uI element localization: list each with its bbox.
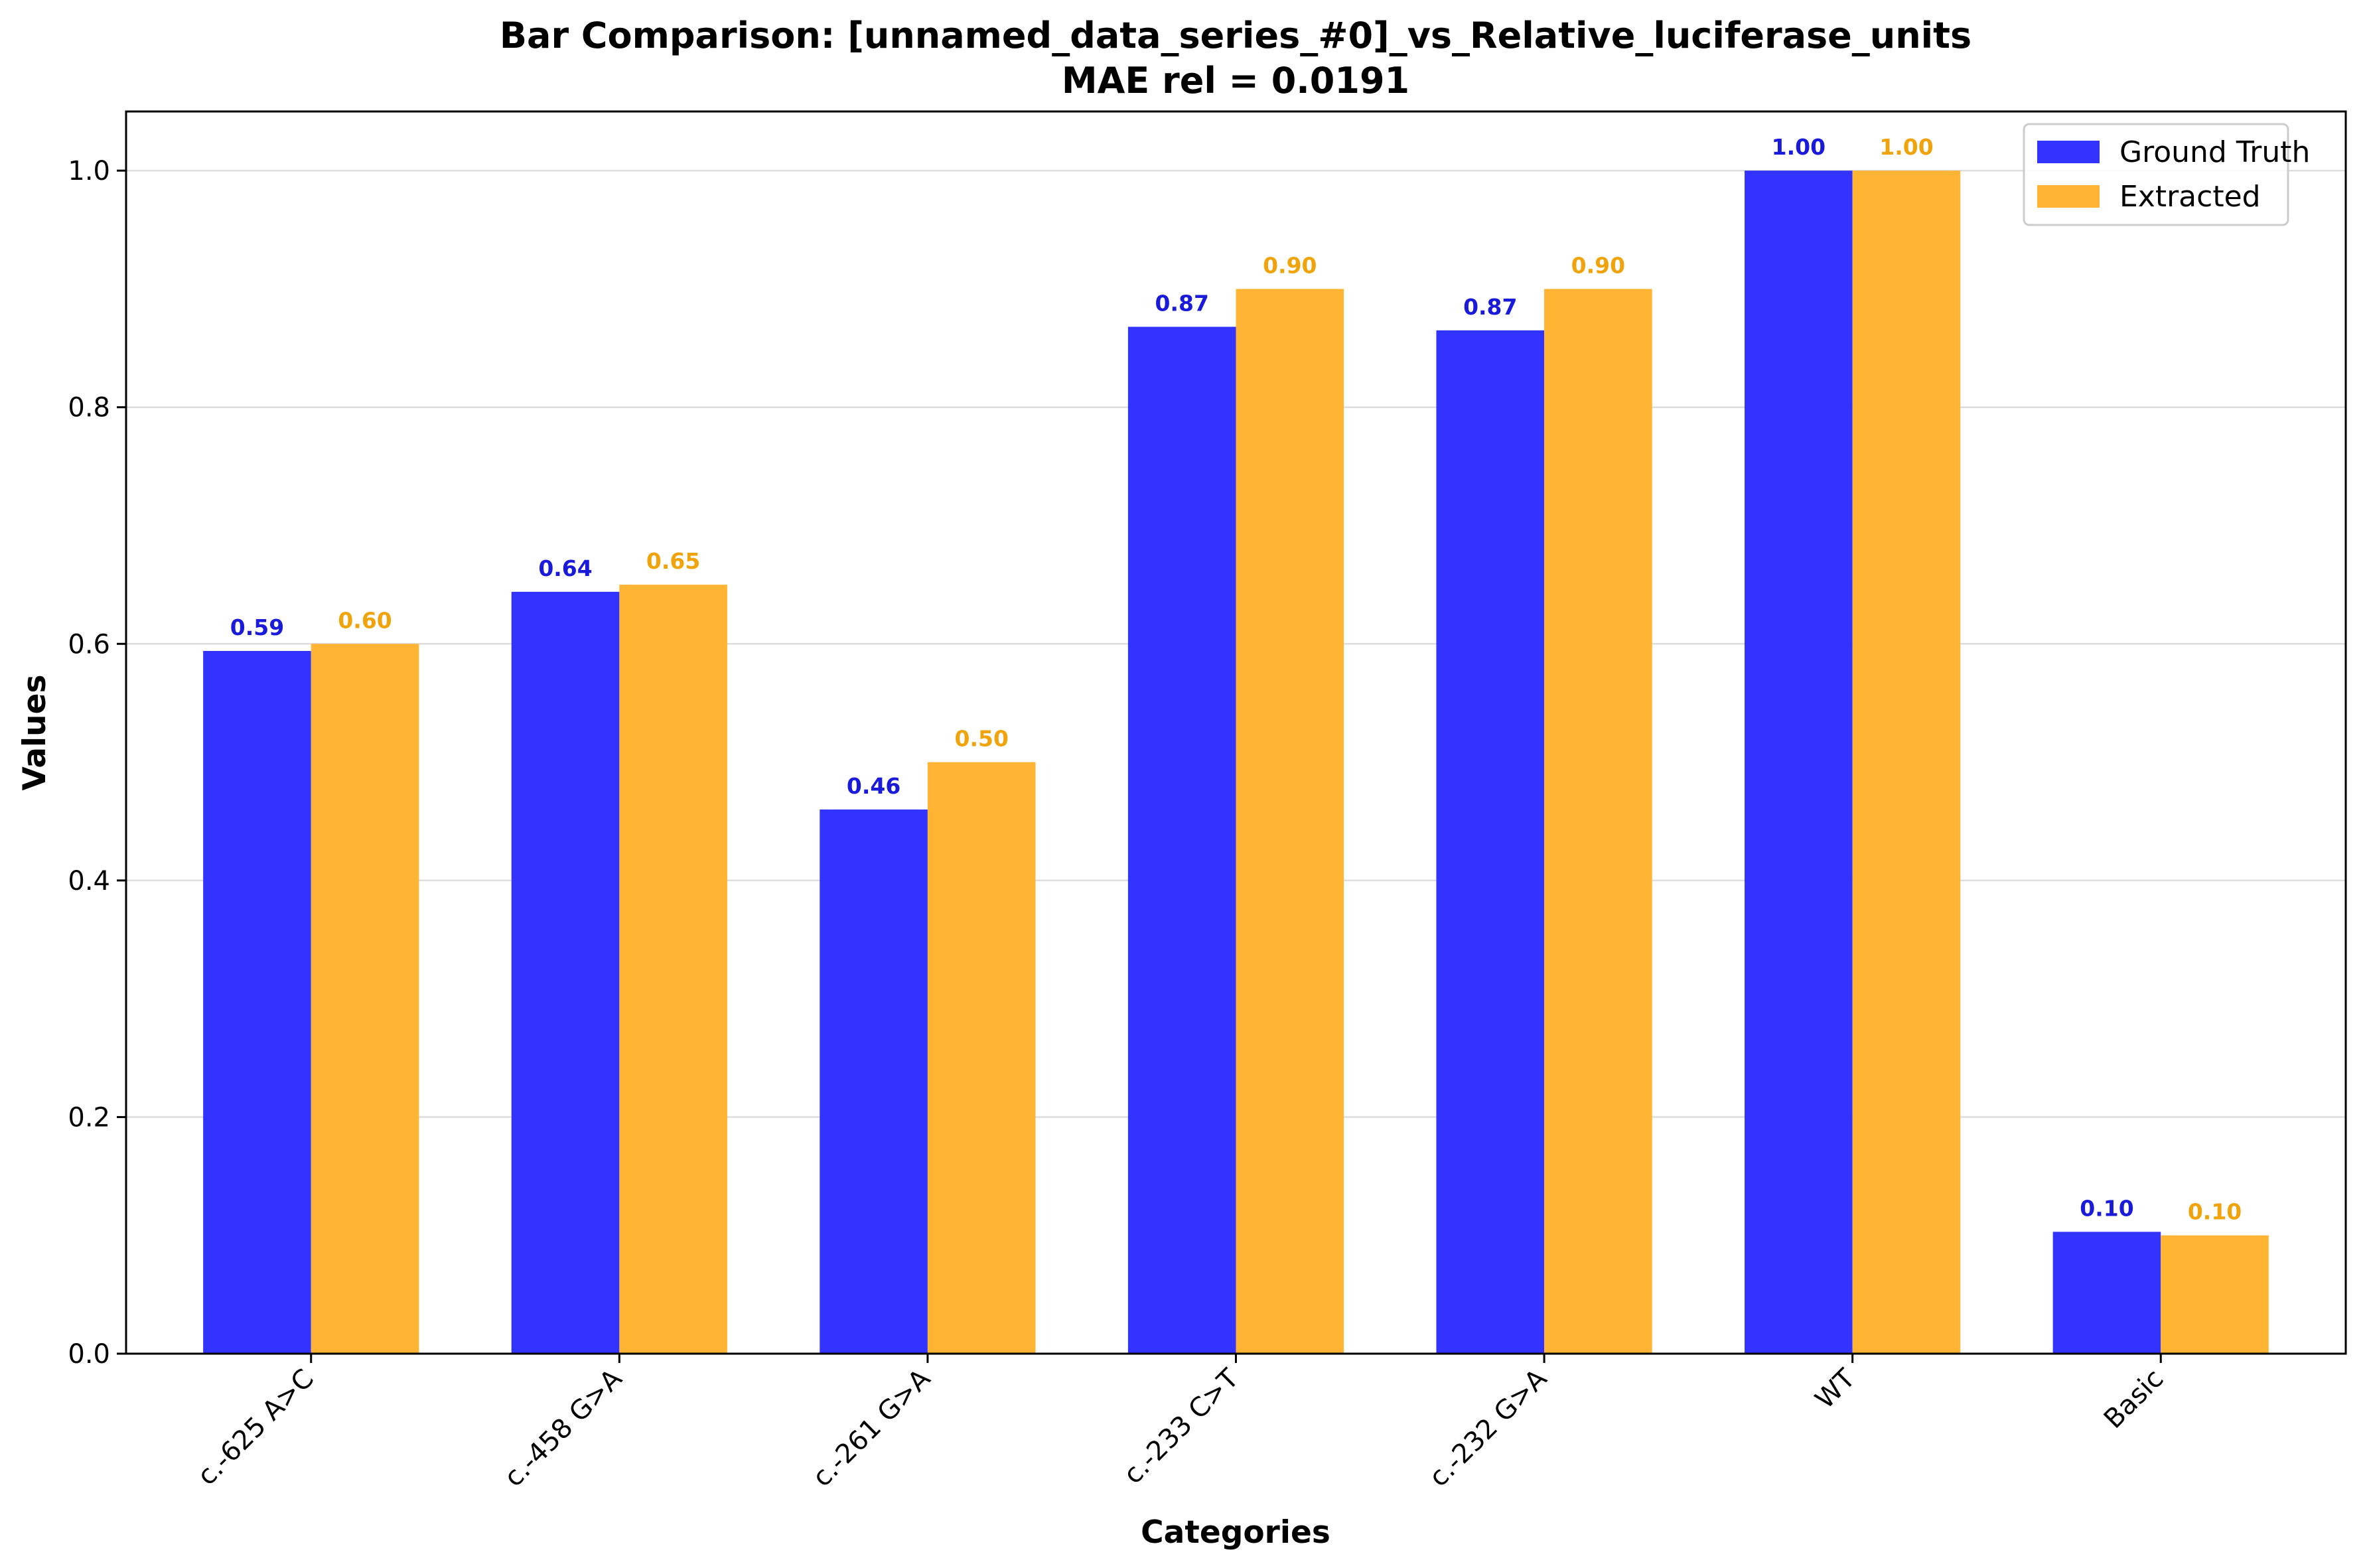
bar-value-label-ground-truth: 0.64: [538, 555, 592, 581]
bar-ground-truth-c-232-g-a: [1436, 330, 1545, 1354]
bar-value-label-extracted: 1.00: [1879, 134, 1933, 160]
bar-ground-truth-c-458-g-a: [511, 591, 620, 1354]
bar-extracted-c-232-g-a: [1544, 289, 1652, 1354]
y-tick-label: 0.6: [68, 629, 110, 660]
bar-value-label-extracted: 0.90: [1571, 252, 1625, 278]
bar-extracted-c-233-c-t: [1236, 289, 1344, 1354]
bar-value-label-ground-truth: 0.59: [230, 614, 284, 640]
bar-ground-truth-c-625-a-c: [203, 650, 311, 1354]
y-axis-ticks: 0.0 0.2 0.4 0.6 0.8 1.0: [68, 156, 126, 1370]
bar-value-label-extracted: 0.90: [1263, 252, 1317, 278]
legend-swatch-extracted: [2037, 185, 2100, 208]
bar-value-label-ground-truth: 0.10: [2080, 1195, 2133, 1221]
y-tick-label: 0.2: [68, 1102, 110, 1133]
bar-value-label-extracted: 0.10: [2188, 1199, 2242, 1225]
bar-ground-truth-c-233-c-t: [1127, 326, 1236, 1354]
y-axis-label: Values: [17, 675, 53, 791]
y-tick-label: 0.8: [68, 393, 110, 423]
chart-title: Bar Comparison: [unnamed_data_series_#0]…: [500, 15, 1971, 56]
bar-extracted-c-261-g-a: [927, 762, 1036, 1354]
bar-extracted-basic: [2161, 1235, 2269, 1354]
bar-extracted-c-625-a-c: [311, 644, 419, 1354]
y-tick-label: 0.4: [68, 866, 110, 896]
bars: [203, 171, 2269, 1354]
bar-ground-truth-c-261-g-a: [820, 809, 928, 1354]
bar-ground-truth-basic: [2052, 1232, 2161, 1354]
legend: Ground Truth Extracted: [2023, 123, 2310, 226]
chart-subtitle: MAE rel = 0.0191: [1062, 60, 1409, 102]
bar-value-label-ground-truth: 0.46: [847, 773, 900, 799]
bar-extracted-wt: [1852, 171, 1961, 1354]
bar-value-label-extracted: 0.65: [646, 548, 700, 574]
bar-value-label-ground-truth: 1.00: [1772, 134, 1826, 160]
y-tick-label: 0.0: [68, 1339, 110, 1370]
legend-label-ground-truth: Ground Truth: [2119, 135, 2310, 169]
y-tick-label: 1.0: [68, 156, 110, 186]
bar-value-label-extracted: 0.50: [955, 726, 1009, 752]
legend-swatch-ground-truth: [2037, 141, 2100, 163]
bar-extracted-c-458-g-a: [619, 585, 727, 1354]
legend-label-extracted: Extracted: [2119, 180, 2261, 214]
bar-ground-truth-wt: [1745, 171, 1853, 1354]
bar-value-label-ground-truth: 0.87: [1155, 290, 1208, 316]
bar-value-label-ground-truth: 0.87: [1463, 294, 1517, 320]
bar-value-labels: 0.59 0.64 0.46 0.87 0.87 1.00 0.10 0.60 0.65 0.50…: [230, 134, 2242, 1225]
bar-value-label-extracted: 0.60: [338, 607, 392, 633]
x-axis-label: Categories: [1141, 1514, 1330, 1551]
